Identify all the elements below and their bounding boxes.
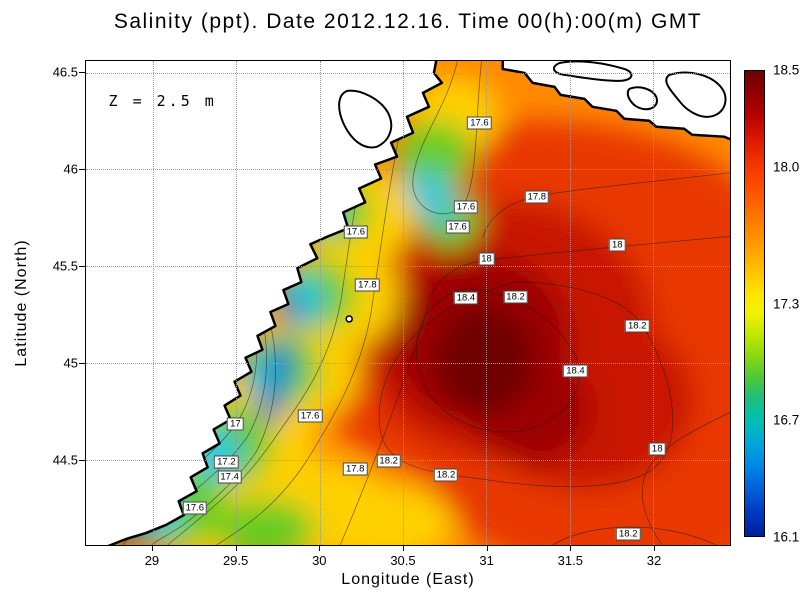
y-tick-mark [79,71,85,73]
x-tick-label: 30 [312,553,327,568]
x-tick-mark [570,546,572,551]
x-tick-label: 31 [479,553,494,568]
sea-fill [86,61,730,545]
colorbar-tick-label: 18.5 [773,62,800,78]
lagoon-outlines [338,61,727,323]
plot-area: Z = 2.5 m 17.6 17.8 17.6 17.6 17.6 18 18 17.8 18… [85,60,731,546]
x-tick-mark [151,546,153,551]
chart-title: Salinity (ppt). Date 2012.12.16. Time 00… [113,10,703,33]
x-tick-label: 30.5 [390,553,416,568]
y-axis-label: Latitude (North) [13,239,30,367]
y-tick-label: 45 [63,355,78,371]
y-tick-label: 44.5 [52,452,78,468]
estuary-b [665,71,727,118]
x-tick-label: 31.5 [557,553,583,568]
y-tick-mark [79,363,85,365]
y-tick-label: 46.5 [52,64,78,80]
colorbar [744,70,765,537]
x-axis-label: Longitude (East) [341,571,475,588]
small-island [345,315,353,323]
colorbar-tick-label: 17.3 [773,296,800,311]
colorbar-tick-label: 16.1 [773,529,800,545]
y-tick-mark [79,168,85,170]
estuary-a [553,61,633,82]
x-tick-mark [319,546,321,551]
colorbar-tick-label: 16.7 [773,412,800,428]
y-tick-label: 46 [63,161,78,177]
x-tick-mark [235,546,237,551]
y-tick-label: 45.5 [52,258,78,274]
colorbar-tick-label: 18.0 [773,159,800,175]
y-tick-mark [79,266,85,268]
x-tick-mark [654,546,655,551]
x-tick-mark [486,546,488,551]
y-tick-mark [79,460,85,462]
x-tick-label: 29.5 [222,553,249,568]
x-tick-label: 32 [646,553,662,568]
x-tick-mark [402,546,404,551]
x-tick-label: 29 [144,553,160,568]
liman-lagoon [338,89,393,149]
west-coast-land [86,61,444,545]
salinity-map [86,61,730,545]
